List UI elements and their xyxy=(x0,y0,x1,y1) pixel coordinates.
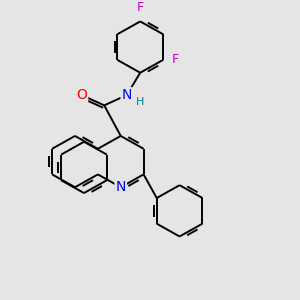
Text: H: H xyxy=(136,98,145,107)
Text: N: N xyxy=(122,88,132,102)
Text: N: N xyxy=(116,180,126,194)
Text: F: F xyxy=(172,53,178,66)
Text: O: O xyxy=(76,88,87,102)
Text: F: F xyxy=(137,1,144,14)
